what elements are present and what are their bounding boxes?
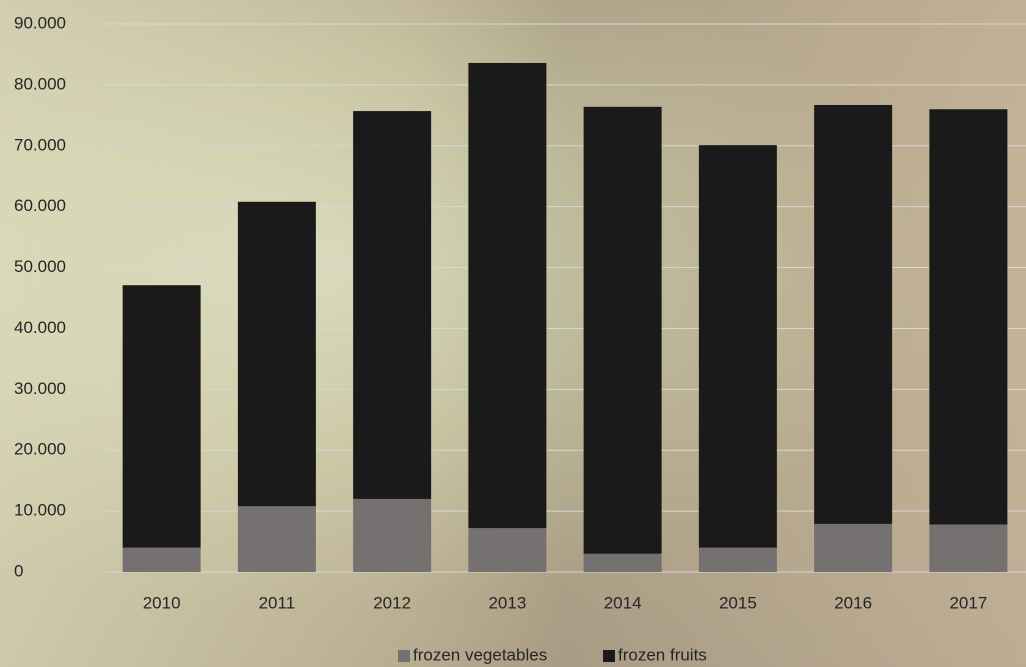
y-tick-label: 40.000 [14, 318, 66, 337]
y-tick-label: 20.000 [14, 440, 66, 459]
x-tick-label: 2012 [373, 593, 411, 612]
bar-segment [698, 547, 777, 572]
x-tick-label: 2016 [834, 593, 872, 612]
y-tick-label: 90.000 [14, 13, 66, 32]
bar-segment [468, 528, 547, 572]
y-tick-label: 0 [14, 561, 23, 580]
x-tick-label: 2013 [488, 593, 526, 612]
bar-segment [583, 106, 662, 554]
legend-swatch [603, 650, 615, 662]
x-tick-label: 2011 [259, 593, 296, 612]
y-tick-label: 10.000 [14, 501, 66, 520]
bar-segment [122, 285, 201, 548]
y-tick-label: 80.000 [14, 74, 66, 93]
bar-segment [929, 524, 1008, 572]
x-tick-label: 2015 [719, 593, 757, 612]
x-tick-label: 2010 [143, 593, 181, 612]
bar-segment [468, 62, 547, 529]
bar-segment [814, 104, 893, 524]
y-tick-label: 50.000 [14, 257, 66, 276]
bar-segment [237, 506, 316, 572]
x-tick-label: 2017 [949, 593, 987, 612]
legend-label: frozen vegetables [413, 645, 547, 664]
bar-segment [583, 553, 662, 572]
bar-segment [122, 547, 201, 572]
legend-label: frozen fruits [618, 645, 707, 664]
legend-swatch [398, 650, 410, 662]
y-tick-label: 30.000 [14, 379, 66, 398]
bar-segment [237, 201, 316, 507]
bar-segment [929, 109, 1008, 525]
y-tick-label: 60.000 [14, 196, 66, 215]
y-tick-label: 70.000 [14, 135, 66, 154]
bar-segment [353, 498, 432, 572]
bar-segment [353, 111, 432, 499]
bar-segment [698, 145, 777, 548]
x-tick-label: 2014 [604, 593, 642, 612]
bar-segment [814, 523, 893, 572]
